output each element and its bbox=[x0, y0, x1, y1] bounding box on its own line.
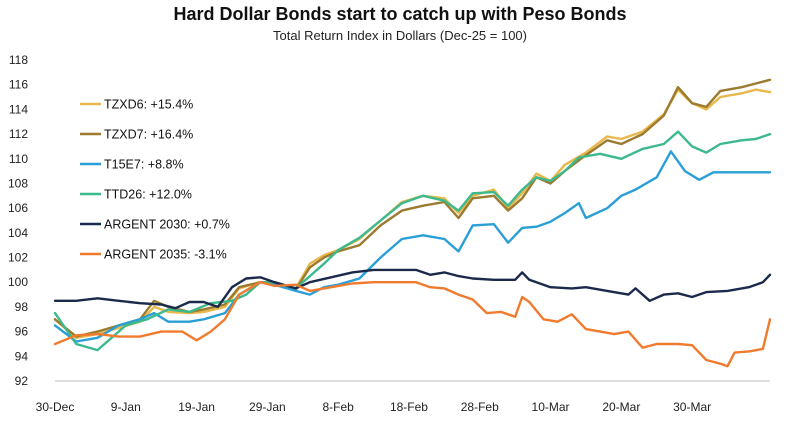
x-tick-label: 18-Feb bbox=[390, 400, 428, 414]
y-tick-label: 96 bbox=[15, 325, 29, 339]
y-tick-label: 98 bbox=[15, 300, 29, 314]
y-tick-label: 112 bbox=[9, 127, 28, 141]
x-tick-label: 20-Mar bbox=[602, 400, 640, 414]
legend-entry: TZXD7: +16.4% bbox=[104, 128, 193, 142]
x-tick-label: 30-Dec bbox=[36, 400, 75, 414]
legend-entry: ARGENT 2035: -3.1% bbox=[104, 248, 227, 262]
series-line-5 bbox=[53, 281, 772, 368]
y-tick-label: 102 bbox=[8, 251, 28, 265]
x-tick-label: 28-Feb bbox=[461, 400, 499, 414]
x-tick-label: 8-Feb bbox=[322, 400, 354, 414]
x-tick-label: 19-Jan bbox=[178, 400, 215, 414]
x-tick-label: 30-Mar bbox=[673, 400, 711, 414]
y-tick-label: 108 bbox=[8, 176, 28, 190]
x-tick-label: 9-Jan bbox=[111, 400, 141, 414]
y-tick-label: 110 bbox=[9, 152, 28, 166]
series-line-3 bbox=[53, 130, 772, 352]
y-tick-label: 106 bbox=[8, 201, 28, 215]
x-tick-label: 10-Mar bbox=[532, 400, 570, 414]
y-tick-label: 118 bbox=[9, 53, 28, 67]
y-tick-label: 104 bbox=[8, 226, 28, 240]
y-tick-label: 100 bbox=[8, 275, 28, 289]
y-tick-label: 114 bbox=[9, 102, 28, 116]
legend-entry: T15E7: +8.8% bbox=[104, 158, 184, 172]
chart-title: Hard Dollar Bonds start to catch up with… bbox=[173, 4, 627, 24]
legend: TZXD6: +15.4% TZXD7: +16.4% T15E7: +8.8% TT… bbox=[80, 98, 230, 262]
y-tick-label: 94 bbox=[15, 349, 29, 363]
x-tick-label: 29-Jan bbox=[249, 400, 286, 414]
legend-entry: TZXD6: +15.4% bbox=[104, 98, 193, 112]
series-line-2 bbox=[53, 150, 772, 343]
legend-entry: ARGENT 2030: +0.7% bbox=[104, 218, 230, 232]
y-tick-label: 92 bbox=[15, 374, 29, 388]
axes: 92 94 96 98 100 102 104 106 108 110 112 114 116 118 30… bbox=[8, 53, 770, 414]
y-tick-label: 116 bbox=[9, 78, 28, 92]
legend-entry: TTD26: +12.0% bbox=[104, 188, 192, 202]
series-line-4 bbox=[53, 268, 772, 310]
series-lines bbox=[53, 78, 772, 368]
chart-subtitle: Total Return Index in Dollars (Dec-25 = … bbox=[273, 28, 527, 43]
series-line-1 bbox=[53, 78, 772, 338]
